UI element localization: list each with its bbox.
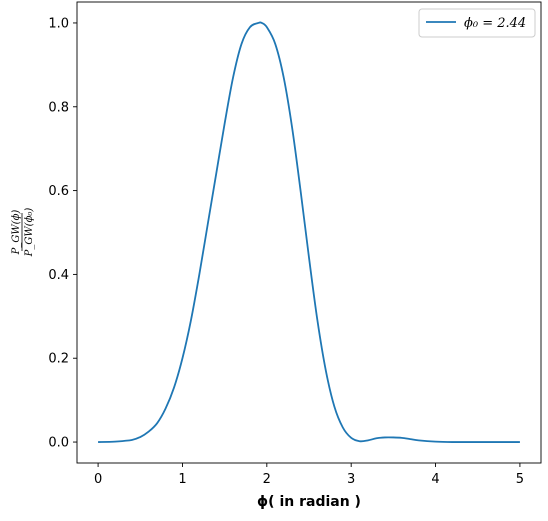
y-tick-label: 0.4 <box>48 268 69 283</box>
y-tick-label: 0.0 <box>48 436 69 451</box>
x-axis-label: ϕ( in radian ) <box>257 494 361 510</box>
x-tick-label: 2 <box>263 472 271 487</box>
x-tick-label: 0 <box>94 472 102 487</box>
y-axis-ticks: 0.0 0.2 0.4 0.6 0.8 1.0 <box>48 16 77 451</box>
x-tick-label: 1 <box>178 472 186 487</box>
y-axis-label: P_GW(ϕ) P_GW(ϕ₀) <box>11 208 35 258</box>
x-tick-label: 4 <box>431 472 439 487</box>
y-axis-label-numerator: P_GW(ϕ) <box>11 210 22 256</box>
x-tick-label: 5 <box>516 472 524 487</box>
legend-box <box>418 8 536 38</box>
y-axis-label-denominator: P_GW(ϕ₀) <box>24 208 35 258</box>
series-line-phi0-2-44 <box>98 21 520 443</box>
x-axis-ticks: 0 1 2 3 4 5 <box>94 463 524 487</box>
y-tick-label: 0.6 <box>48 184 69 199</box>
plot-frame <box>76 1 542 464</box>
y-tick-label: 0.2 <box>48 352 69 367</box>
legend: ϕ₀ = 2.44 <box>418 8 536 38</box>
x-tick-label: 3 <box>347 472 355 487</box>
legend-label: ϕ₀ = 2.44 <box>464 16 526 31</box>
y-tick-label: 1.0 <box>48 16 69 31</box>
y-tick-label: 0.8 <box>48 100 69 115</box>
